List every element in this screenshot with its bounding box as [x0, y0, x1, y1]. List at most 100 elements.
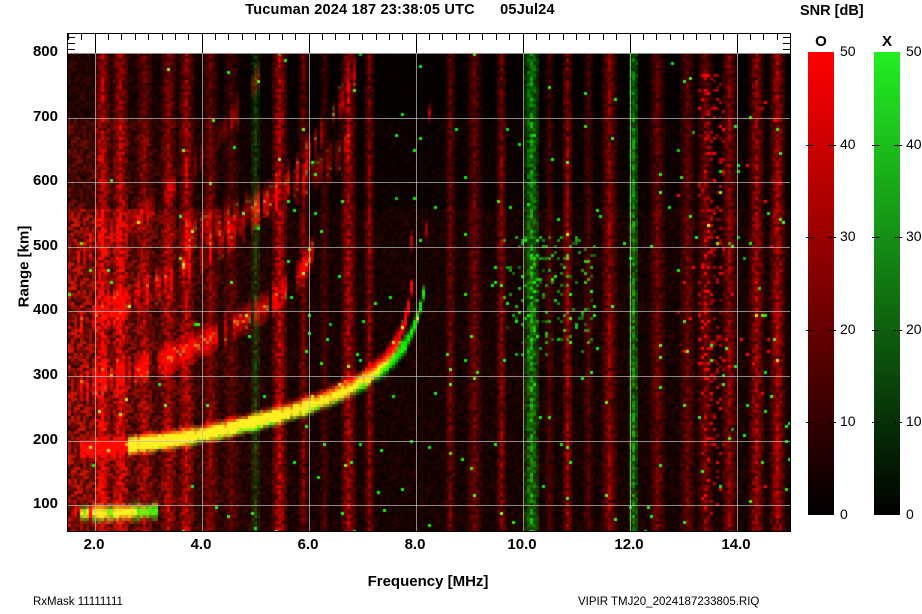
scan-band-left-tick	[68, 37, 75, 38]
ionogram-data-canvas[interactable]	[68, 53, 790, 531]
colorbar-x-gradient	[874, 52, 900, 515]
scan-band-minor-tick	[162, 34, 163, 40]
colorbar-tick-label: 30	[906, 228, 922, 244]
scan-band-minor-tick	[696, 34, 697, 40]
colorbar-tick-mark	[894, 237, 902, 238]
colorbar-tick-label: 10	[840, 413, 856, 429]
scan-band-major-tick	[95, 34, 96, 53]
y-axis-tick-label: 500	[32, 237, 58, 254]
colorbar-tick-mark	[828, 145, 836, 146]
scan-band-major-tick	[202, 34, 203, 53]
scan-band-minor-tick	[750, 34, 751, 40]
scan-band-minor-tick	[643, 34, 644, 40]
y-axis-tick-label: 800	[32, 43, 58, 60]
scan-band-minor-tick	[269, 34, 270, 40]
colorbar-tick-label: 50	[906, 43, 922, 59]
colorbar-tick-mark	[806, 330, 814, 331]
y-axis-tick-label: 400	[32, 301, 58, 318]
colorbar-tick-mark	[894, 145, 902, 146]
scan-band-minor-tick	[616, 34, 617, 40]
x-axis-title: Frequency [MHz]	[367, 573, 489, 590]
scan-band-minor-tick	[282, 34, 283, 40]
colorbar-tick-mark	[828, 422, 836, 423]
colorbar-title: SNR [dB]	[800, 3, 864, 19]
colorbar-tick-mark	[828, 330, 836, 331]
scan-band-minor-tick	[723, 34, 724, 40]
scan-band-right-tick	[783, 43, 790, 44]
scan-band-minor-tick	[496, 34, 497, 40]
colorbar-tick-label: 50	[840, 43, 856, 59]
colorbar-tick-mark	[872, 145, 880, 146]
scan-band-minor-tick	[255, 34, 256, 40]
colorbar-tick-mark	[806, 422, 814, 423]
scan-band-minor-tick	[576, 34, 577, 40]
scan-band-minor-tick	[349, 34, 350, 40]
scan-band-minor-tick	[549, 34, 550, 40]
x-axis-tick-label: 10.0	[507, 536, 537, 553]
y-axis-tick-label: 100	[32, 495, 58, 512]
scan-band-major-tick	[523, 34, 524, 53]
scan-band-minor-tick	[175, 34, 176, 40]
colorbar-tick-mark	[894, 422, 902, 423]
colorbar-tick-label: 0	[906, 506, 914, 522]
scan-band-minor-tick	[228, 34, 229, 40]
colorbar-tick-label: 40	[906, 136, 922, 152]
colorbar-tick-mark	[806, 237, 814, 238]
scan-band-minor-tick	[763, 34, 764, 40]
scan-band-minor-tick	[335, 34, 336, 40]
scan-band-left-tick	[68, 49, 75, 50]
scan-band-minor-tick	[710, 34, 711, 40]
ionogram-plot[interactable]	[67, 33, 791, 532]
x-axis-tick-label: 6.0	[297, 536, 319, 553]
colorbar-o-gradient	[808, 52, 834, 515]
scan-band-minor-tick	[429, 34, 430, 40]
scan-band-minor-tick	[376, 34, 377, 40]
colorbar-tick-label: 0	[840, 506, 848, 522]
scan-band-minor-tick	[188, 34, 189, 40]
scan-band-minor-tick	[322, 34, 323, 40]
colorbar-tick-mark	[872, 237, 880, 238]
colorbar-tick-mark	[872, 330, 880, 331]
colorbar-tick-mark	[828, 237, 836, 238]
scan-band-minor-tick	[402, 34, 403, 40]
x-axis-tick-label: 14.0	[721, 536, 751, 553]
scan-band-minor-tick	[215, 34, 216, 40]
scan-band-left-tick	[68, 43, 75, 44]
source-file-label: VIPIR TMJ20_2024187233805.RIQ	[578, 596, 760, 608]
scan-band-minor-tick	[482, 34, 483, 40]
scan-band-minor-tick	[683, 34, 684, 40]
scan-band-minor-tick	[777, 34, 778, 40]
scan-band-minor-tick	[656, 34, 657, 40]
colorbar-tick-mark	[806, 145, 814, 146]
scan-band-right-tick	[783, 37, 790, 38]
scan-band-major-tick	[630, 34, 631, 53]
y-axis-tick-label: 300	[32, 366, 58, 383]
x-axis-tick-label: 12.0	[614, 536, 644, 553]
page-title: Tucuman 2024 187 23:38:05 UTC 05Jul24	[245, 2, 555, 18]
x-axis-tick-label: 2.0	[83, 536, 105, 553]
frequency-scan-band	[68, 34, 790, 53]
x-axis-tick-label: 8.0	[404, 536, 426, 553]
scan-band-minor-tick	[121, 34, 122, 40]
scan-band-minor-tick	[442, 34, 443, 40]
scan-band-minor-tick	[603, 34, 604, 40]
y-axis-tick-label: 700	[32, 108, 58, 125]
scan-band-minor-tick	[670, 34, 671, 40]
scan-band-major-tick	[309, 34, 310, 53]
colorbar-tick-label: 20	[840, 321, 856, 337]
scan-band-minor-tick	[242, 34, 243, 40]
scan-band-major-tick	[737, 34, 738, 53]
scan-band-minor-tick	[135, 34, 136, 40]
colorbar-tick-label: 10	[906, 413, 922, 429]
colorbar-x-label: X	[881, 33, 892, 50]
scan-band-minor-tick	[81, 34, 82, 40]
scan-band-right-tick	[783, 49, 790, 50]
scan-band-minor-tick	[536, 34, 537, 40]
colorbar-tick-label: 30	[840, 228, 856, 244]
scan-band-major-tick	[416, 34, 417, 53]
scan-band-minor-tick	[456, 34, 457, 40]
x-axis-tick-label: 4.0	[190, 536, 212, 553]
colorbar-tick-mark	[894, 330, 902, 331]
scan-band-minor-tick	[108, 34, 109, 40]
